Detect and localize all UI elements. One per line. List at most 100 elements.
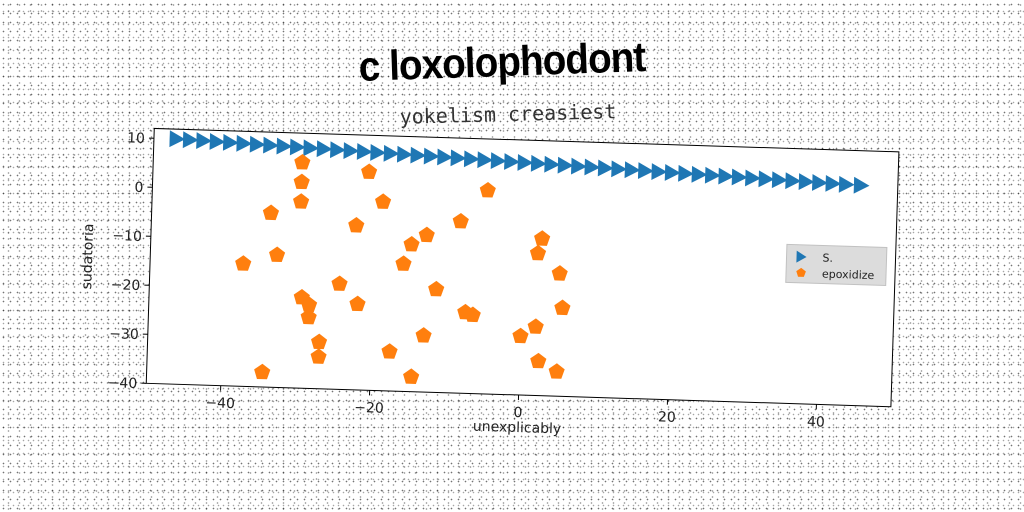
y-tick-label: −20 [111, 277, 141, 294]
series-epoxidize-point [551, 265, 568, 281]
series-s-marks [169, 130, 870, 194]
series-s-point [276, 137, 293, 155]
axis-ticks: −40 −20 0 20 40 10 0 −10 −20 −30 −40 [107, 130, 825, 431]
series-s-point [758, 170, 775, 188]
x-axis-label: unexplicably [473, 419, 562, 438]
series-s-point [785, 172, 802, 190]
series-epoxidize-point [300, 296, 318, 313]
series-s-point [678, 164, 694, 182]
series-s-point [343, 142, 360, 160]
series-s-point [611, 160, 628, 178]
y-tick-label: −10 [112, 228, 142, 245]
series-epoxidize-point [262, 204, 280, 221]
series-s-point [624, 161, 641, 179]
series-epoxidize-point [554, 299, 571, 316]
x-tick-label: −20 [354, 400, 384, 417]
series-s-point [557, 156, 574, 174]
series-epoxidize-point [375, 193, 392, 209]
series-s-point [289, 138, 306, 156]
series-s-point [530, 154, 547, 172]
series-s-point [504, 153, 520, 170]
series-s-point [249, 135, 266, 153]
x-tick-label: −40 [205, 395, 235, 412]
series-epoxidize-point [530, 352, 547, 369]
series-s-point [182, 131, 199, 149]
series-epoxidize-point [527, 318, 544, 334]
series-s-point [209, 133, 226, 150]
series-epoxidize-point [512, 327, 529, 344]
series-s-point [330, 141, 346, 159]
series-epoxidize-marks [235, 154, 571, 384]
series-s-point [664, 164, 681, 181]
series-s-point [396, 145, 413, 163]
legend-label-epoxidize: epoxidize [822, 267, 875, 282]
series-s-point [236, 134, 253, 152]
series-epoxidize-point [348, 217, 365, 233]
series-epoxidize-point [403, 235, 420, 252]
series-s-point [812, 174, 828, 191]
series-s-point [222, 133, 239, 151]
series-epoxidize-point [428, 280, 445, 297]
series-s-point [745, 169, 761, 187]
x-tick-label: 0 [513, 405, 522, 421]
x-tick-label: 40 [807, 414, 825, 431]
series-epoxidize-point [349, 295, 366, 312]
series-epoxidize-point [293, 193, 310, 209]
series-epoxidize-point [254, 363, 271, 380]
series-epoxidize-point [415, 327, 432, 343]
series-epoxidize-point [361, 163, 378, 180]
series-epoxidize-point [381, 343, 398, 359]
series-epoxidize-point [294, 154, 311, 170]
series-epoxidize-point [534, 230, 551, 246]
series-s-point [798, 173, 815, 190]
series-epoxidize-point [418, 226, 435, 243]
series-s-point [303, 139, 320, 157]
legend-marker-s [796, 250, 807, 263]
series-epoxidize-point [331, 275, 348, 291]
y-tick-label: 0 [134, 180, 143, 196]
series-epoxidize-point [235, 255, 252, 271]
series-epoxidize-point [464, 306, 481, 323]
series-epoxidize-point [300, 308, 317, 325]
series-s-point [437, 148, 453, 166]
series-epoxidize-point [403, 368, 420, 384]
series-s-point [571, 157, 587, 175]
legend-box [785, 243, 888, 287]
y-axis-label: sudatoria [79, 223, 97, 289]
series-s-point [637, 162, 654, 180]
series-s-point [169, 130, 186, 148]
series-epoxidize-point [452, 213, 469, 229]
series-epoxidize-point [293, 173, 310, 190]
series-s-point [584, 158, 601, 176]
series-epoxidize-point [548, 363, 565, 379]
series-epoxidize-point [311, 333, 328, 350]
series-epoxidize-point [479, 181, 496, 198]
series-s-point [651, 163, 668, 180]
legend-label-s: S. [822, 251, 833, 264]
series-s-point [718, 167, 735, 185]
series-s-point [263, 136, 279, 154]
series-s-point [853, 176, 870, 194]
series-s-point [825, 174, 842, 192]
y-tick-label: −40 [107, 375, 137, 392]
series-s-point [316, 140, 333, 158]
series-s-point [356, 143, 373, 160]
series-s-point [517, 154, 534, 171]
legend[interactable]: S. epoxidize [785, 243, 888, 287]
x-tick-label: 20 [658, 409, 676, 426]
series-s-point [196, 132, 212, 149]
series-s-point [771, 171, 788, 189]
series-s-point [838, 175, 855, 193]
series-epoxidize-point [269, 246, 286, 263]
series-s-point [731, 168, 748, 186]
series-s-point [410, 146, 427, 164]
series-s-point [383, 144, 400, 162]
series-s-point [450, 149, 467, 167]
series-s-point [490, 152, 507, 170]
series-s-point [704, 166, 721, 184]
series-s-point [370, 143, 387, 161]
series-epoxidize-point [310, 348, 327, 364]
series-s-point [597, 159, 614, 177]
series-s-point [544, 155, 561, 173]
